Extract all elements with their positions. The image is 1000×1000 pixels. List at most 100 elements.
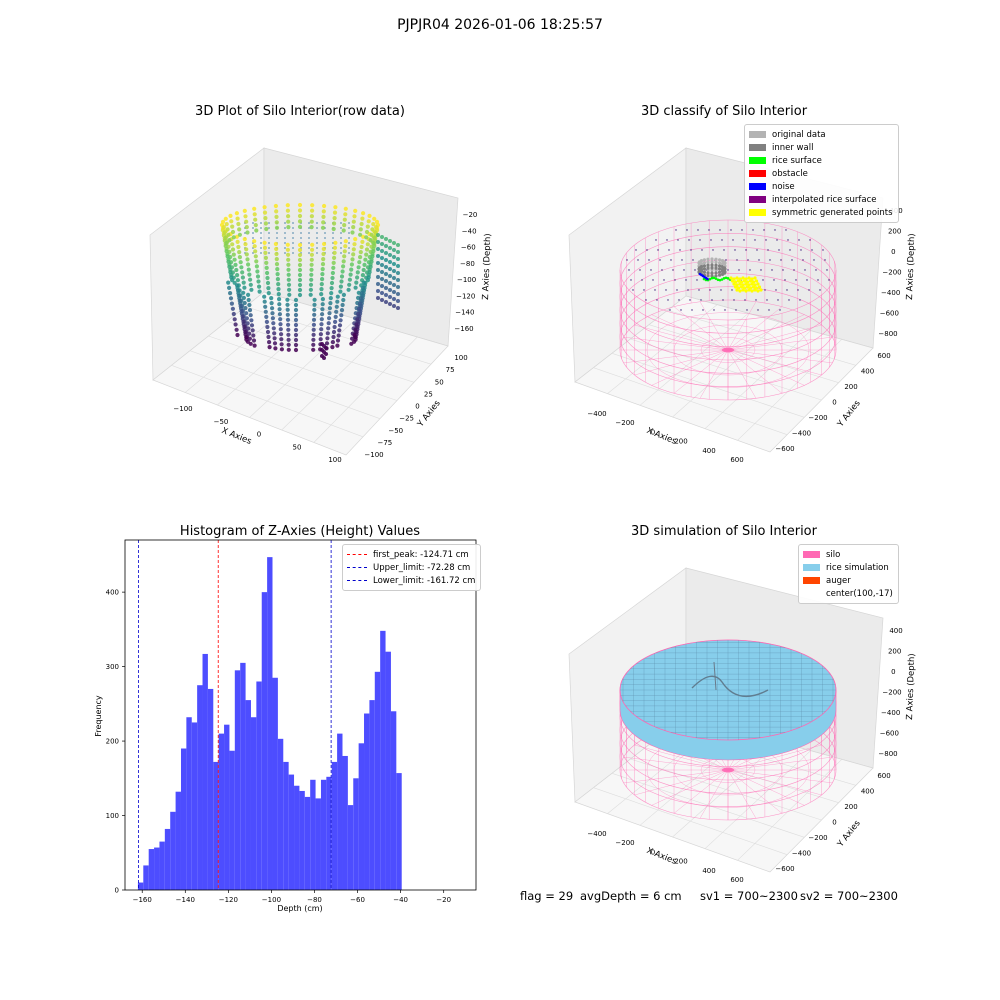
- raw-point: [367, 254, 372, 260]
- raw-point: [388, 267, 392, 271]
- y-tick-label: 400: [861, 368, 874, 376]
- interpolated-point: [764, 289, 766, 291]
- raw-point: [286, 272, 291, 277]
- classified-points: [626, 229, 830, 311]
- raw-point: [340, 247, 342, 249]
- raw-point: [376, 282, 380, 286]
- raw-point: [361, 211, 366, 216]
- raw-point: [331, 334, 336, 340]
- raw-point: [372, 241, 377, 246]
- raw-point: [279, 347, 284, 352]
- raw-point: [286, 252, 291, 257]
- raw-point: [252, 247, 254, 249]
- interpolated-point: [686, 229, 688, 231]
- interpolated-point: [656, 299, 658, 301]
- raw-point: [274, 214, 279, 219]
- raw-point: [237, 296, 242, 301]
- noise-point: [704, 276, 708, 280]
- raw-point: [247, 308, 253, 313]
- histogram-bar: [396, 773, 402, 890]
- interpolated-point: [809, 239, 811, 241]
- raw-point: [340, 222, 342, 224]
- interpolated-point: [734, 249, 736, 251]
- avg-depth-text: avgDepth = 6 cm: [580, 889, 682, 903]
- panes: [149, 147, 459, 456]
- raw-point: [292, 222, 294, 224]
- raw-point: [276, 282, 281, 287]
- raw-point: [250, 328, 255, 333]
- inner-wall-point: [718, 261, 722, 265]
- raw-point: [265, 280, 271, 286]
- raw-point: [310, 203, 315, 208]
- rice-surface-point: [720, 278, 724, 281]
- interpolated-point: [808, 289, 810, 291]
- histogram-bar: [267, 557, 273, 890]
- y-tick-label: 300: [106, 663, 119, 671]
- x-tick-label: −200: [615, 419, 634, 427]
- raw-point: [348, 227, 350, 229]
- raw-point: [357, 308, 362, 314]
- silo-center-mark: [722, 767, 734, 773]
- raw-point: [316, 227, 318, 229]
- raw-point: [392, 241, 396, 245]
- interpolated-point: [685, 279, 687, 281]
- raw-point: [266, 334, 271, 340]
- raw-point: [329, 291, 334, 296]
- raw-point: [244, 247, 249, 252]
- silo-spoke: [623, 336, 729, 351]
- raw-point: [270, 311, 275, 316]
- raw-point: [342, 217, 347, 222]
- raw-point: [358, 306, 363, 311]
- interpolated-point: [699, 239, 701, 241]
- silo-ring: [619, 639, 837, 741]
- raw-point: [380, 249, 384, 253]
- raw-point: [369, 244, 374, 249]
- raw-point: [251, 333, 256, 338]
- y-axis-label: Y Axies: [835, 398, 863, 430]
- z-tick-label: −200: [882, 269, 901, 277]
- raw-point: [340, 269, 345, 274]
- raw-point: [246, 267, 251, 272]
- raw-point: [253, 249, 258, 254]
- raw-point: [330, 275, 335, 281]
- interpolated-point: [716, 269, 718, 271]
- silo-spoke: [727, 349, 822, 376]
- raw-point: [252, 222, 254, 224]
- interpolated-point: [800, 249, 802, 251]
- raw-point: [277, 312, 282, 317]
- raw-point: [286, 214, 291, 219]
- rice-body: [619, 689, 837, 761]
- interpolated-point: [747, 259, 749, 261]
- raw-point: [309, 262, 314, 267]
- raw-point: [324, 237, 326, 239]
- legend-line: [347, 567, 367, 568]
- raw-point: [243, 330, 248, 335]
- symmetric-point: [759, 288, 763, 292]
- raw-point: [311, 347, 316, 352]
- interpolated-point: [822, 249, 824, 251]
- raw-point: [374, 225, 379, 230]
- silo-spoke: [673, 726, 729, 771]
- raw-point: [324, 242, 326, 244]
- raw-point: [236, 291, 241, 296]
- legend-swatch: [749, 196, 766, 203]
- raw-point: [396, 292, 400, 296]
- raw-point: [268, 227, 270, 229]
- raw-point: [221, 231, 226, 236]
- symmetric-point: [748, 279, 753, 283]
- raw-point: [251, 338, 257, 343]
- raw-point: [229, 301, 234, 306]
- raw-point: [260, 222, 262, 224]
- histogram-bar: [197, 685, 203, 890]
- raw-point: [338, 318, 343, 323]
- silo-floor-ring: [646, 732, 810, 808]
- raw-point: [332, 247, 334, 249]
- sv2-text: sv2 = 700~2300: [800, 889, 898, 903]
- symmetric-point: [744, 277, 748, 281]
- raw-point: [244, 252, 246, 254]
- raw-point: [286, 225, 291, 230]
- inner-wall-point: [702, 264, 707, 268]
- interpolated-point: [797, 289, 799, 291]
- raw-point: [300, 247, 302, 249]
- raw-point: [380, 291, 384, 295]
